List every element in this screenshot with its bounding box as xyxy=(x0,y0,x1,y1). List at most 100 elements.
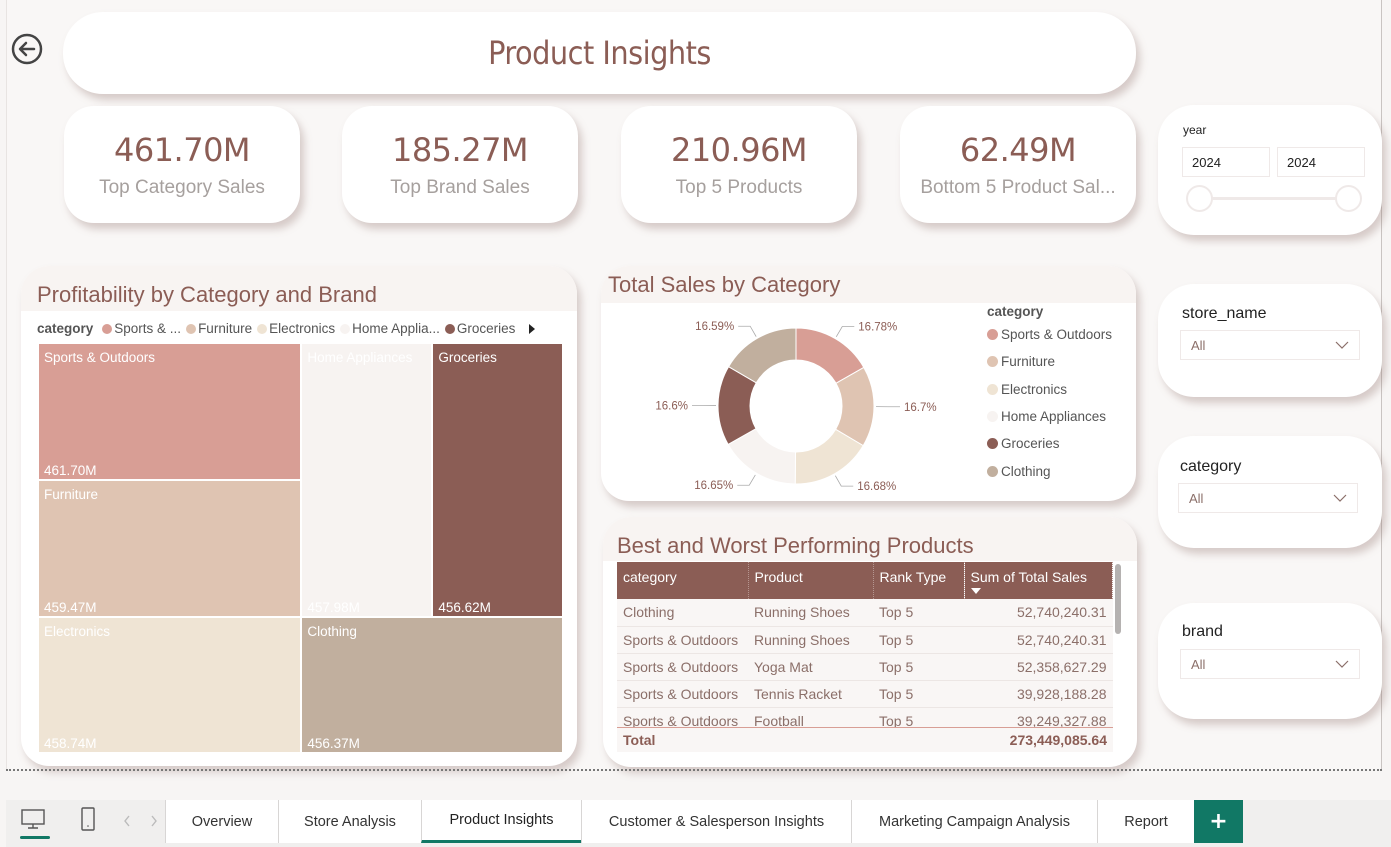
legend-dot xyxy=(186,324,197,335)
treemap-cell-clothing[interactable]: Clothing 456.37M xyxy=(302,617,562,752)
donut-leader-line xyxy=(834,475,854,487)
donut-legend-item-home-appliances[interactable]: Home Appliances xyxy=(987,403,1112,430)
page-title-card: Product Insights xyxy=(63,12,1136,94)
treemap-cell-sports-outdoors[interactable]: Sports & Outdoors 461.70M xyxy=(39,344,301,480)
donut-title: Total Sales by Category xyxy=(608,272,841,297)
treemap-cell-label: Furniture xyxy=(44,487,99,503)
treemap-area: Sports & Outdoors 461.70M Furniture 459.47M… xyxy=(38,343,563,753)
treemap-legend-title: category xyxy=(37,321,94,336)
treemap-cell-value: 456.62M xyxy=(438,599,491,615)
store-name-slicer-title: store_name xyxy=(1182,305,1267,322)
store-name-dropdown[interactable]: All xyxy=(1180,330,1360,360)
table-row[interactable]: Sports & Outdoors Tennis Racket Top 5 39,92… xyxy=(617,680,1113,708)
brand-slicer-title: brand xyxy=(1182,623,1223,640)
products-table-panel: Best and Worst Performing Products categ… xyxy=(603,517,1137,767)
donut-leader-line xyxy=(835,326,855,338)
mobile-view-icon[interactable] xyxy=(80,806,96,832)
tab-overview[interactable]: Overview xyxy=(165,800,278,843)
back-arrow-circle-icon[interactable] xyxy=(11,33,43,65)
donut-legend-item-furniture[interactable]: Furniture xyxy=(987,348,1112,375)
category-dropdown[interactable]: All xyxy=(1178,483,1358,513)
legend-label: Home Applia... xyxy=(352,321,440,336)
treemap-cell-label: Home Appliances xyxy=(307,350,413,365)
donut-panel: Total Sales by Category 16.78% 16.7% 16.68… xyxy=(601,266,1136,501)
table-row[interactable]: Sports & Outdoors Running Shoes Top 5 52,74… xyxy=(617,626,1113,654)
legend-label: Electronics xyxy=(269,321,336,336)
donut-chart: 16.78% 16.7% 16.68% 16.65% 16.6% 16.59% xyxy=(655,321,936,493)
table-cell-rank-type: Top 5 xyxy=(873,680,964,708)
category-slicer: category All xyxy=(1158,436,1382,548)
tab-scroll-right-icon[interactable] xyxy=(150,815,158,827)
tab-marketing-campaign-analysis[interactable]: Marketing Campaign Analysis xyxy=(851,800,1097,843)
year-from-input[interactable]: 2024 xyxy=(1182,147,1270,177)
donut-leader-line xyxy=(737,474,756,486)
donut-slice-clothing[interactable] xyxy=(727,327,797,384)
legend-label: Clothing xyxy=(1001,463,1051,479)
table-cell-product: Running Shoes xyxy=(748,626,873,654)
table-row[interactable]: Sports & Outdoors Yoga Mat Top 5 52,358,627… xyxy=(617,653,1113,681)
table-cell-product: Running Shoes xyxy=(748,599,873,627)
treemap-cell-value: 457.98M xyxy=(307,599,360,615)
treemap-cell-groceries[interactable]: Groceries 456.62M xyxy=(433,344,562,616)
column-header-product[interactable]: Product xyxy=(748,562,874,599)
products-table: category Product Rank Type Sum of Total … xyxy=(617,562,1113,735)
legend-label: Groceries xyxy=(1001,436,1060,452)
page-title: Product Insights xyxy=(488,34,711,72)
legend-item-furniture[interactable]: Furniture xyxy=(186,321,252,336)
table-title: Best and Worst Performing Products xyxy=(617,533,974,558)
tab-report[interactable]: Report xyxy=(1097,800,1194,843)
tab-product-insights[interactable]: Product Insights xyxy=(421,800,581,843)
year-slider-min-handle[interactable] xyxy=(1186,185,1213,212)
column-header-category[interactable]: category xyxy=(617,562,749,599)
donut-legend-item-sports-outdoors[interactable]: Sports & Outdoors xyxy=(987,321,1112,348)
treemap-cell-electronics[interactable]: Electronics 458.74M xyxy=(39,617,301,752)
total-value: 273,449,085.64 xyxy=(1009,732,1107,748)
add-page-button[interactable]: + xyxy=(1194,800,1243,843)
treemap-cell-home-appliances[interactable]: Home Appliances 457.98M xyxy=(302,344,432,616)
table-row[interactable]: Clothing Running Shoes Top 5 52,740,240.31 xyxy=(617,599,1113,627)
legend-dot xyxy=(444,324,455,335)
table-cell-rank-type: Top 5 xyxy=(873,653,964,681)
tab-scroll-left-icon[interactable] xyxy=(123,815,131,827)
donut-legend-item-electronics[interactable]: Electronics xyxy=(987,376,1112,403)
chevron-down-icon xyxy=(1335,341,1349,349)
legend-label: Groceries xyxy=(456,321,516,336)
year-slider-track xyxy=(1196,197,1346,200)
desktop-view-icon[interactable] xyxy=(20,808,46,832)
column-header-rank-type[interactable]: Rank Type xyxy=(873,562,965,599)
donut-legend-item-clothing[interactable]: Clothing xyxy=(987,457,1112,484)
table-cell-category: Sports & Outdoors xyxy=(617,626,748,654)
legend-dot xyxy=(340,324,351,335)
legend-item-electronics[interactable]: Electronics xyxy=(257,321,335,336)
legend-dot xyxy=(257,324,268,335)
year-slider-max-handle[interactable] xyxy=(1335,185,1362,212)
donut-legend-item-groceries[interactable]: Groceries xyxy=(987,430,1112,457)
table-cell-total-sales: 52,358,627.29 xyxy=(964,653,1113,681)
legend-item-groceries[interactable]: Groceries xyxy=(444,321,516,336)
brand-dropdown[interactable]: All xyxy=(1180,649,1360,679)
donut-data-label: 16.59% xyxy=(695,321,734,333)
page-tab-bar: Overview Store Analysis Product Insights… xyxy=(6,800,1391,847)
brand-slicer: brand All xyxy=(1158,603,1382,719)
category-dropdown-value: All xyxy=(1189,490,1204,506)
treemap-cell-label: Electronics xyxy=(44,623,111,639)
donut-legend-title: category xyxy=(987,304,1044,319)
donut-data-label: 16.68% xyxy=(857,481,896,493)
legend-next-arrow-icon[interactable] xyxy=(528,323,536,334)
legend-item-home-appliances[interactable]: Home Applia... xyxy=(340,321,440,336)
legend-label: Furniture xyxy=(198,321,253,336)
treemap-cell-furniture[interactable]: Furniture 459.47M xyxy=(39,481,301,616)
legend-dot xyxy=(987,465,998,477)
total-divider xyxy=(617,727,1113,728)
legend-item-sports[interactable]: Sports & ... xyxy=(102,321,181,336)
legend-dot xyxy=(987,383,998,395)
table-scrollbar-thumb[interactable] xyxy=(1115,564,1121,634)
year-to-input[interactable]: 2024 xyxy=(1277,147,1365,177)
legend-dot xyxy=(987,329,998,341)
column-header-sum-of-total-sales[interactable]: Sum of Total Sales xyxy=(964,562,1113,599)
tab-customer-salesperson-insights[interactable]: Customer & Salesperson Insights xyxy=(581,800,851,843)
tab-store-analysis[interactable]: Store Analysis xyxy=(278,800,421,843)
table-total-row: Total 273,449,085.64 xyxy=(617,728,1113,752)
table-cell-rank-type: Top 5 xyxy=(873,599,964,627)
treemap-cell-value: 456.37M xyxy=(307,735,360,751)
